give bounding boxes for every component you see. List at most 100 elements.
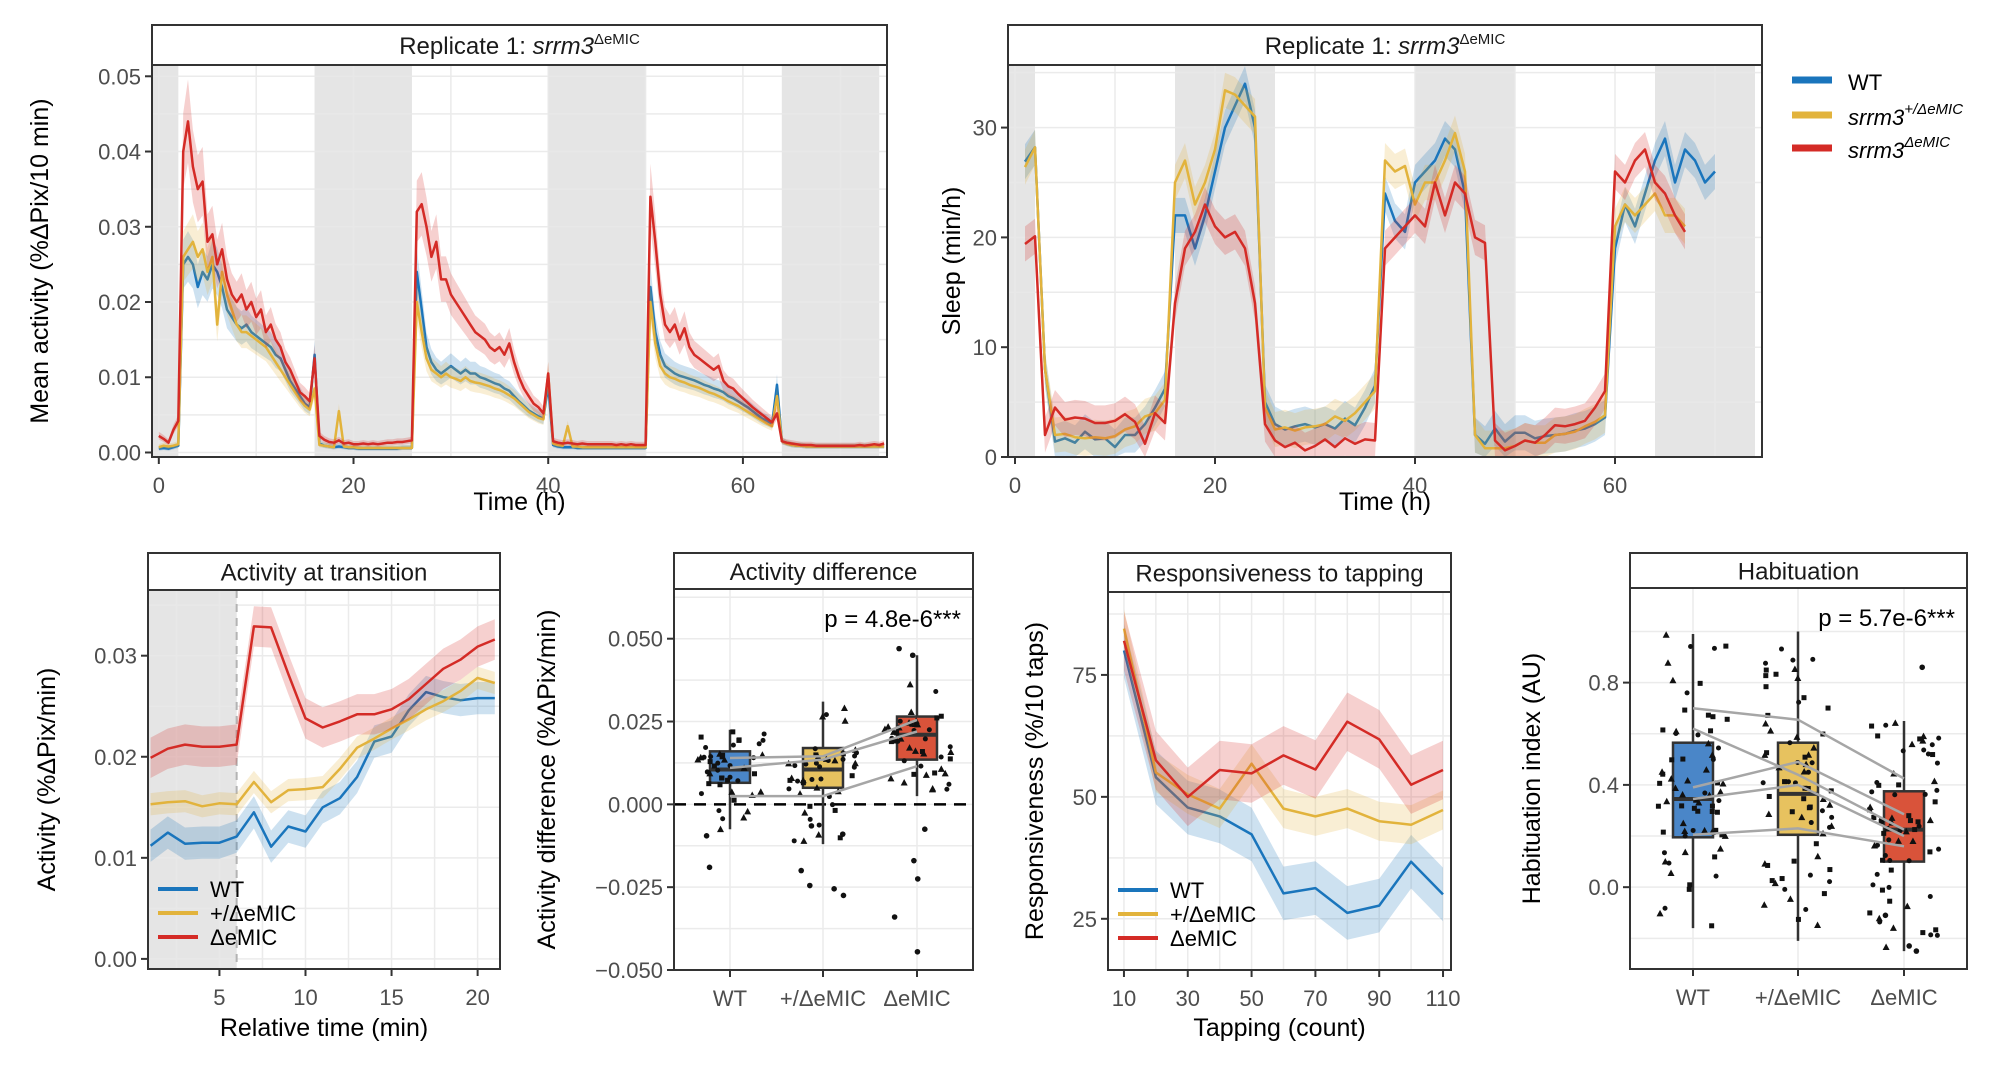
outlier-point	[808, 823, 815, 829]
series-line	[149, 690, 495, 848]
data-point	[788, 774, 796, 782]
y-tick-label: 0	[985, 445, 997, 470]
y-tick-label: 0.02	[94, 745, 137, 770]
replicate-line	[729, 730, 918, 770]
data-point	[922, 771, 930, 778]
data-point	[719, 775, 725, 781]
data-point	[946, 781, 952, 787]
data-point	[938, 713, 944, 719]
pre-transition-shade-overlay	[148, 590, 237, 969]
data-point	[1714, 809, 1720, 815]
data-point	[1657, 780, 1663, 786]
y-tick-label: 0.02	[98, 290, 141, 315]
data-point	[1682, 707, 1688, 713]
x-axis-title: Time (h)	[473, 488, 565, 516]
legend-label-gene: srrm3	[1848, 138, 1905, 163]
data-point	[818, 776, 824, 782]
y-tick-label: 0.03	[94, 644, 137, 669]
data-point	[1661, 850, 1667, 856]
x-axis-title: Relative time (min)	[220, 1014, 428, 1042]
data-point	[1679, 803, 1685, 809]
y-axis-title: Responsiveness (%/10 taps)	[1021, 622, 1049, 940]
data-point	[920, 750, 928, 757]
data-point	[1819, 808, 1825, 814]
y-tick-label: 0.00	[98, 440, 141, 465]
data-point	[1761, 751, 1769, 758]
data-point	[906, 744, 914, 751]
y-tick-label: 25	[1073, 907, 1097, 932]
y-axis-title: Habituation index (AU)	[1518, 653, 1546, 905]
data-point	[1667, 869, 1675, 876]
data-point	[947, 744, 953, 750]
x-tick-label: +/ΔeMIC	[1755, 985, 1841, 1010]
data-point	[1826, 824, 1832, 830]
y-tick-label: −0.025	[595, 875, 663, 900]
confidence-band	[158, 231, 885, 451]
data-point	[1869, 789, 1875, 795]
data-point	[1794, 674, 1802, 682]
series-line	[158, 120, 885, 447]
data-point	[698, 791, 704, 797]
data-point	[1921, 747, 1927, 753]
panel-border	[1007, 64, 1763, 458]
confidence-band	[1025, 132, 1685, 457]
series-line	[1023, 89, 1686, 450]
strip-title-text: Activity at transition	[221, 560, 428, 587]
data-point	[1773, 671, 1779, 677]
data-point	[1902, 827, 1910, 835]
x-tick-label: 110	[1425, 986, 1460, 1011]
data-point	[1795, 916, 1801, 922]
data-point	[744, 807, 752, 815]
series-line	[1122, 650, 1444, 915]
data-point	[740, 813, 748, 821]
data-point	[832, 807, 838, 813]
data-point	[803, 761, 809, 767]
data-point	[1825, 705, 1831, 711]
confidence-band	[150, 675, 495, 863]
data-point	[1681, 848, 1689, 856]
p-value-annotation: p = 4.8e-6***	[824, 606, 961, 633]
data-point	[1934, 760, 1940, 766]
data-point	[1928, 932, 1934, 938]
data-point	[938, 754, 944, 760]
data-point	[1764, 750, 1770, 756]
data-point	[728, 788, 736, 795]
strip-header	[1107, 552, 1452, 593]
y-tick-label: 75	[1073, 663, 1097, 688]
outlier-point	[807, 882, 813, 889]
y-tick-label: 0.050	[608, 627, 663, 652]
data-point	[1786, 895, 1794, 902]
strip-header	[1007, 24, 1763, 66]
confidence-band	[158, 79, 885, 449]
y-tick-label: 0.4	[1588, 773, 1619, 798]
data-point	[1871, 814, 1877, 820]
data-point	[900, 778, 908, 786]
x-tick-label: 0	[153, 473, 165, 498]
data-point	[708, 754, 714, 760]
data-point	[1662, 905, 1668, 911]
x-tick-label: WT	[1676, 985, 1710, 1010]
y-tick-label: 10	[973, 335, 997, 360]
data-point	[1934, 787, 1940, 793]
outlier-point	[911, 857, 917, 864]
legend-label: srrm3+/ΔeMIC	[1848, 101, 1963, 130]
data-point	[715, 760, 721, 766]
box-iqr	[1671, 741, 1715, 839]
data-point	[1908, 740, 1916, 748]
data-point	[888, 739, 894, 745]
data-point	[786, 786, 792, 792]
data-point	[1708, 728, 1714, 734]
y-tick-label: 0.01	[98, 365, 141, 390]
data-point	[1790, 657, 1796, 663]
data-point	[1662, 631, 1670, 638]
data-point	[731, 797, 737, 803]
data-point	[1887, 898, 1893, 904]
plot-background	[152, 65, 887, 457]
confidence-band	[1124, 611, 1443, 827]
data-point	[1874, 779, 1880, 785]
strip-title: Habituation	[1738, 559, 1859, 586]
outlier-point	[1882, 912, 1889, 919]
series-line	[1122, 628, 1444, 826]
data-point	[1671, 784, 1679, 792]
confidence-band	[1124, 623, 1443, 940]
